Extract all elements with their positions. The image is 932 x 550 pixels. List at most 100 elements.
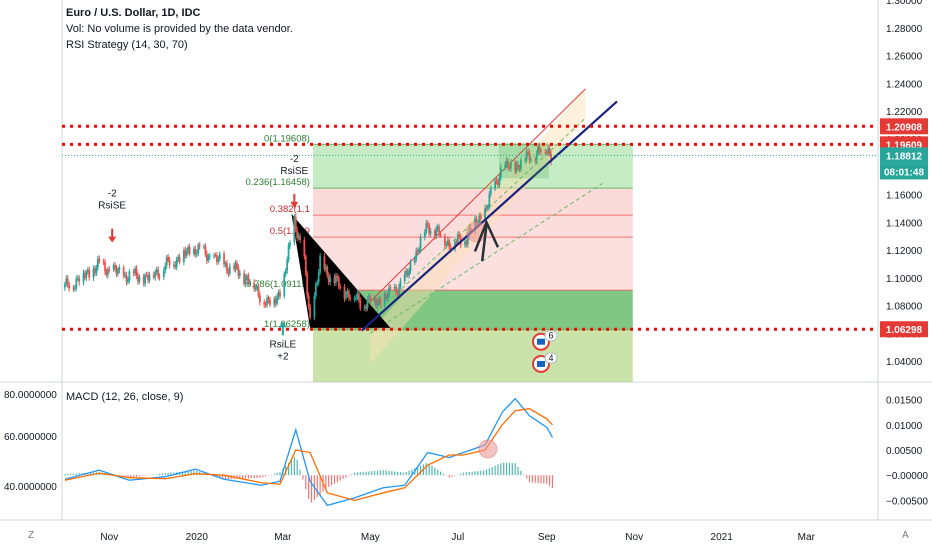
candle-body	[408, 271, 410, 276]
candle-body	[538, 146, 541, 151]
candle-body	[76, 278, 79, 280]
candle-body	[388, 287, 390, 297]
candle-body	[267, 297, 270, 301]
candle-body	[428, 224, 431, 234]
candle-body	[509, 162, 512, 169]
macd-cross-highlight	[478, 439, 498, 459]
candle-body	[253, 282, 256, 289]
flag-icon	[536, 360, 545, 367]
event-count-badge	[544, 352, 558, 364]
fib-zone-5-786	[312, 237, 633, 291]
time-tick-7: 2021	[711, 532, 734, 543]
candle-body	[286, 259, 289, 272]
candle-body	[104, 262, 106, 272]
candle-body	[188, 246, 191, 254]
candle-body	[426, 223, 429, 225]
candle-body	[106, 269, 109, 276]
candle-body	[142, 276, 145, 284]
candle-body	[198, 244, 201, 247]
candle-body	[406, 270, 409, 276]
candle-body	[204, 246, 207, 254]
annotation-arrow	[473, 219, 500, 252]
candle-body	[167, 257, 170, 261]
candle-body	[324, 267, 327, 270]
price-tick-9: 1.12000	[886, 246, 923, 257]
candle-body	[398, 287, 400, 296]
macd-tick-1: 0.01000	[886, 421, 923, 432]
time-tick-1: 2020	[186, 532, 209, 543]
price-tick-13: 1.04000	[886, 357, 923, 368]
candle-body	[337, 278, 340, 288]
candle-body	[495, 180, 498, 182]
time-tick-8: Mar	[798, 532, 816, 543]
candle-body	[203, 246, 205, 248]
candle-body	[148, 274, 151, 281]
candle-body	[313, 295, 316, 318]
candle-body	[102, 261, 105, 263]
candle-body	[174, 264, 177, 268]
candle-body	[115, 268, 118, 274]
candle-body	[132, 271, 135, 274]
candle-body	[207, 256, 210, 261]
candle-body	[479, 216, 482, 219]
macd-label[interactable]: MACD (12, 26, close, 9)	[66, 391, 184, 403]
candle-body	[205, 253, 208, 261]
candle-body	[548, 148, 551, 155]
candle-body	[379, 298, 382, 305]
volume-note: Vol: No volume is provided by the data v…	[66, 23, 293, 35]
candle-body	[259, 295, 261, 303]
candle-body	[293, 216, 296, 243]
candle-body	[283, 273, 286, 297]
candle-body	[84, 273, 86, 278]
candle-body	[66, 278, 69, 285]
candle-body	[214, 255, 217, 257]
event-count-1: 4	[548, 353, 553, 363]
candle-body	[227, 271, 230, 274]
candle-body	[530, 159, 532, 161]
candle-body	[124, 275, 127, 277]
candle-body	[274, 298, 277, 304]
candle-body	[184, 250, 187, 256]
candle-body	[303, 239, 306, 257]
candle-body	[215, 255, 218, 262]
candle-body	[185, 250, 188, 256]
candle-body	[74, 287, 76, 289]
candle-body	[385, 294, 388, 299]
candle-body	[306, 274, 309, 296]
candle-body	[175, 259, 178, 268]
candle-body	[363, 306, 366, 309]
candle-body	[329, 277, 332, 283]
candle-body	[419, 237, 422, 250]
candle-body	[550, 154, 552, 162]
candle-body	[423, 232, 426, 238]
candle-body	[508, 167, 511, 169]
candle-body	[504, 164, 507, 168]
candle-body	[155, 269, 158, 273]
candle-body	[135, 268, 138, 276]
candle-body	[117, 269, 119, 274]
candle-body	[108, 269, 111, 271]
candle-body	[499, 167, 502, 178]
timezone-button[interactable]: Z	[28, 530, 35, 541]
candle-body	[194, 248, 197, 255]
strategy-label[interactable]: RSI Strategy (14, 30, 70)	[66, 39, 188, 51]
price-badge-4	[880, 321, 928, 338]
candle-body	[78, 278, 81, 283]
auto-scale-button[interactable]: A	[902, 530, 909, 541]
candle-body	[157, 269, 159, 277]
candle-body	[375, 297, 377, 306]
candle-body	[534, 159, 537, 161]
candle-body	[448, 240, 451, 247]
candle-body	[455, 241, 458, 243]
candle-body	[96, 258, 99, 268]
candle-body	[144, 275, 147, 284]
fib-zone-0-236	[312, 144, 633, 189]
price-badge-3	[880, 163, 928, 180]
price-tick-1: 1.28000	[886, 24, 923, 35]
price-badge-text-0: 1.20908	[886, 122, 923, 133]
candle-body	[395, 287, 398, 292]
candle-body	[327, 275, 330, 283]
candle-body	[544, 151, 547, 153]
